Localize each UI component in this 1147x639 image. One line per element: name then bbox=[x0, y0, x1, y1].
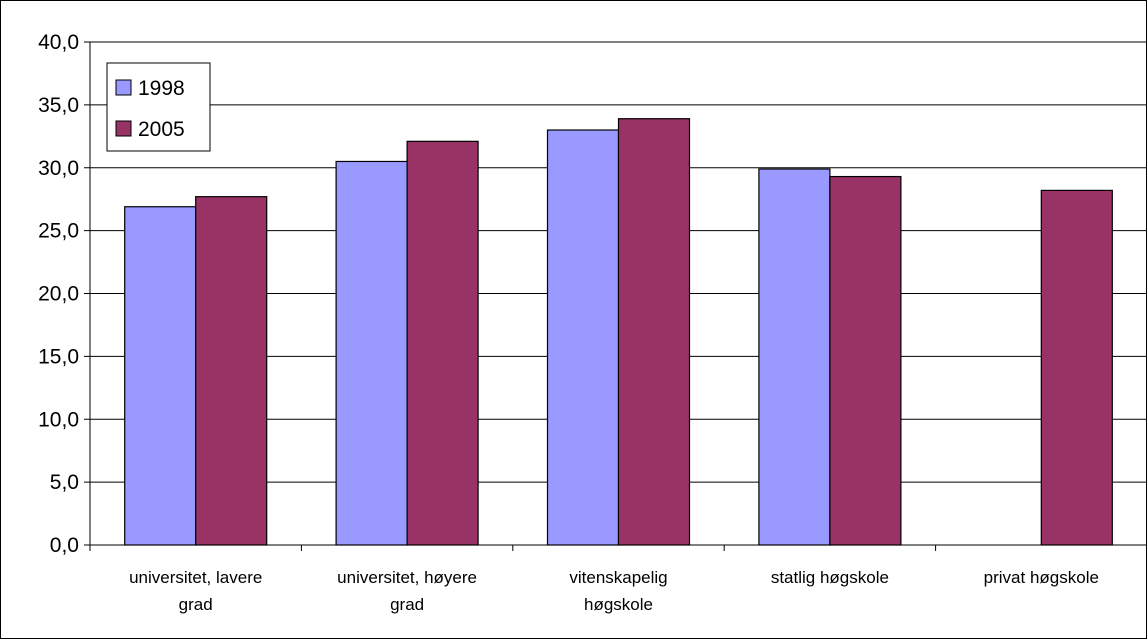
legend-swatch bbox=[115, 79, 132, 96]
axes bbox=[84, 41, 1147, 551]
bar bbox=[758, 168, 831, 546]
y-tick-label: 5,0 bbox=[50, 471, 79, 494]
x-category-label: privat høgskole bbox=[984, 568, 1099, 587]
bar bbox=[195, 196, 268, 546]
bars bbox=[124, 118, 1113, 546]
x-category-label: vitenskapelig bbox=[569, 568, 667, 587]
bar bbox=[829, 175, 902, 546]
y-tick-label: 40,0 bbox=[38, 31, 79, 54]
y-tick-labels: 0,0 5,0 10,0 15,0 20,0 25,0 30,0 35,0 40,0 bbox=[38, 31, 79, 557]
legend-label: 2005 bbox=[138, 118, 185, 141]
bar bbox=[617, 118, 691, 546]
bar bbox=[406, 140, 479, 546]
x-category-label: universitet, lavere bbox=[129, 568, 262, 587]
x-category-label: statlig høgskole bbox=[771, 568, 889, 587]
legend: 1998 2005 bbox=[106, 62, 211, 152]
x-category-label: grad bbox=[179, 595, 213, 614]
bar bbox=[124, 206, 197, 546]
y-tick-label: 30,0 bbox=[38, 157, 79, 180]
y-tick-label: 0,0 bbox=[50, 534, 79, 557]
bar bbox=[546, 129, 620, 546]
x-category-label: grad bbox=[390, 595, 424, 614]
y-tick-label: 10,0 bbox=[38, 408, 79, 431]
x-category-label: høgskole bbox=[584, 595, 653, 614]
legend-label: 1998 bbox=[138, 77, 185, 100]
bar bbox=[1040, 189, 1113, 546]
x-category-label: universitet, høyere bbox=[337, 568, 477, 587]
y-tick-label: 20,0 bbox=[38, 283, 79, 306]
y-tick-label: 25,0 bbox=[38, 220, 79, 243]
x-category-labels: universitet, lavere grad universitet, høye… bbox=[129, 568, 1099, 614]
y-tick-label: 15,0 bbox=[38, 345, 79, 368]
bar bbox=[335, 160, 408, 546]
y-tick-label: 35,0 bbox=[38, 94, 79, 117]
legend-swatch bbox=[115, 120, 132, 137]
